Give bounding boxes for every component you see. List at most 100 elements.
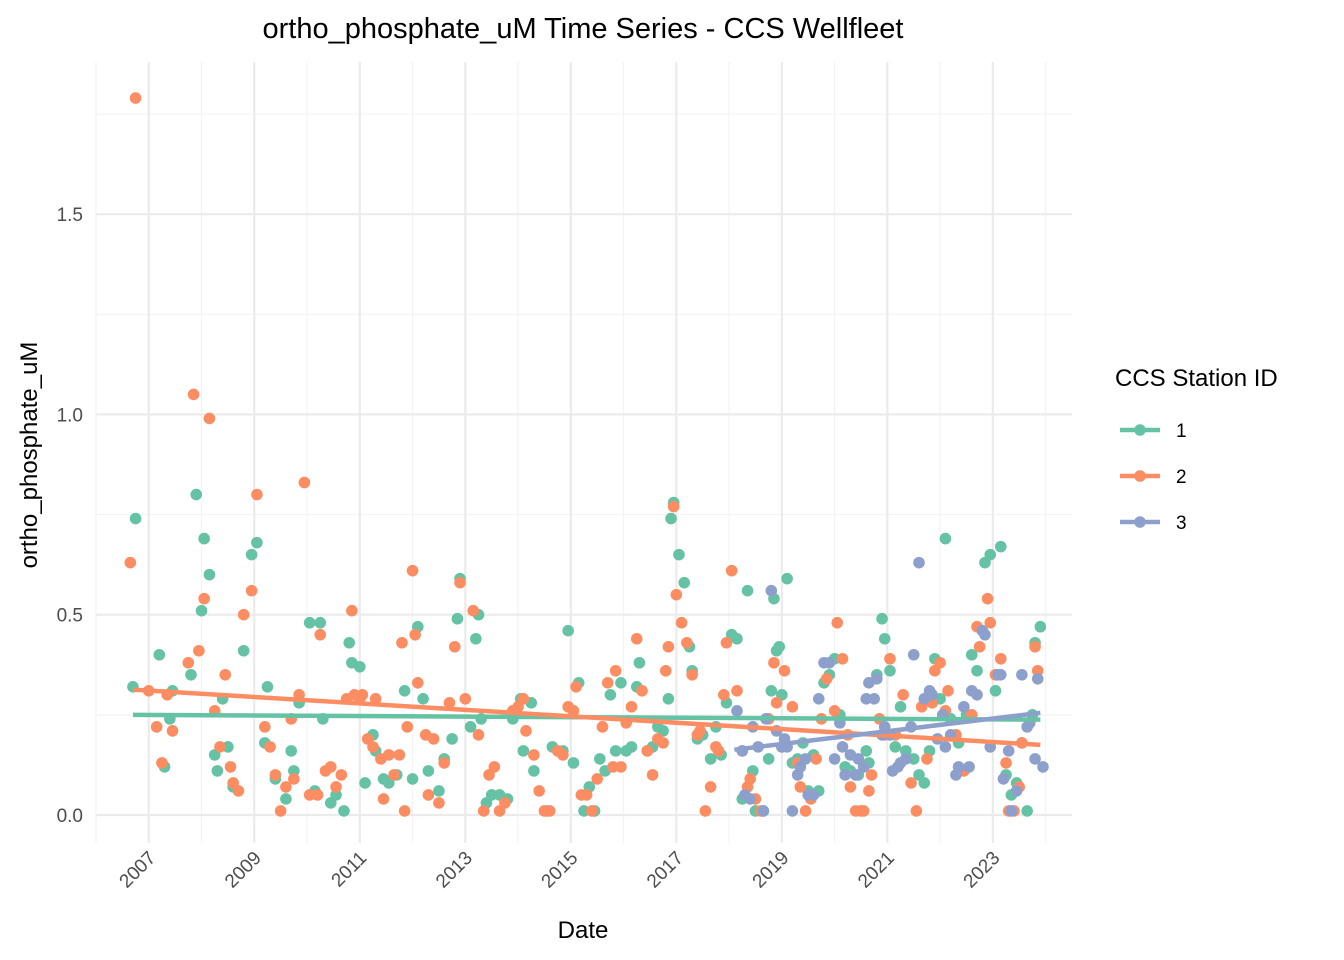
point-series-2 bbox=[448, 640, 461, 653]
point-series-1 bbox=[615, 676, 627, 689]
point-series-2 bbox=[214, 741, 226, 753]
point-series-2 bbox=[1000, 757, 1012, 769]
point-series-2 bbox=[820, 672, 833, 685]
point-series-1 bbox=[190, 488, 203, 501]
point-series-2 bbox=[942, 685, 954, 697]
point-series-3 bbox=[952, 761, 965, 773]
point-series-1 bbox=[417, 693, 429, 705]
point-series-1 bbox=[989, 685, 1002, 697]
point-series-2 bbox=[694, 725, 706, 737]
point-series-1 bbox=[285, 745, 298, 757]
y-tick-label: 1.0 bbox=[57, 405, 83, 426]
point-series-2 bbox=[744, 773, 756, 785]
point-series-1 bbox=[884, 664, 896, 677]
point-series-1 bbox=[781, 572, 793, 585]
point-series-2 bbox=[686, 668, 698, 681]
point-series-1 bbox=[528, 765, 540, 777]
point-series-2 bbox=[467, 604, 480, 617]
point-series-1 bbox=[303, 616, 316, 629]
point-series-2 bbox=[596, 721, 609, 733]
point-series-3 bbox=[979, 628, 991, 641]
point-series-2 bbox=[251, 488, 263, 501]
point-series-2 bbox=[396, 636, 408, 649]
point-series-2 bbox=[346, 604, 358, 617]
point-series-2 bbox=[601, 676, 614, 689]
point-series-1 bbox=[517, 745, 530, 757]
point-series-2 bbox=[269, 769, 282, 781]
point-series-1 bbox=[314, 616, 327, 629]
point-series-3 bbox=[757, 805, 770, 817]
point-series-1 bbox=[889, 741, 902, 753]
point-series-1 bbox=[971, 664, 983, 677]
point-series-3 bbox=[765, 584, 778, 597]
point-series-2 bbox=[884, 652, 896, 665]
point-series-2 bbox=[670, 588, 683, 601]
point-series-2 bbox=[543, 805, 556, 817]
point-series-1 bbox=[422, 765, 435, 777]
point-series-3 bbox=[799, 753, 812, 765]
x-tick-label: 2009 bbox=[221, 848, 266, 893]
x-axis-ticks: 2007 2009 2011 2013 2015 2017 2019 2021 2023 bbox=[116, 848, 1005, 893]
x-tick-label: 2015 bbox=[538, 848, 583, 893]
y-tick-label: 1.5 bbox=[57, 205, 83, 226]
point-series-2 bbox=[330, 781, 342, 793]
point-series-3 bbox=[786, 805, 799, 817]
point-series-2 bbox=[324, 761, 337, 773]
point-series-3 bbox=[926, 689, 938, 701]
point-series-1 bbox=[562, 624, 574, 637]
point-series-3 bbox=[839, 769, 851, 781]
point-series-1 bbox=[353, 660, 366, 673]
point-series-2 bbox=[609, 664, 622, 677]
point-series-1 bbox=[153, 648, 166, 661]
point-series-3 bbox=[994, 668, 1007, 681]
point-series-2 bbox=[198, 592, 210, 605]
point-series-2 bbox=[591, 773, 603, 785]
x-tick-label: 2023 bbox=[960, 848, 1005, 893]
point-series-2 bbox=[443, 697, 456, 709]
point-series-1 bbox=[1021, 805, 1033, 817]
point-series-2 bbox=[659, 664, 672, 677]
point-series-2 bbox=[156, 757, 168, 769]
point-series-1 bbox=[731, 632, 743, 645]
point-series-2 bbox=[187, 388, 200, 401]
trend-lines bbox=[132, 687, 1041, 752]
point-series-3 bbox=[939, 741, 952, 753]
point-series-2 bbox=[699, 805, 712, 817]
point-series-2 bbox=[129, 92, 142, 104]
point-series-3 bbox=[849, 769, 862, 781]
legend-key-point-1 bbox=[1134, 424, 1146, 436]
x-axis-title: Date bbox=[558, 917, 609, 944]
point-series-1 bbox=[185, 668, 197, 681]
point-series-3 bbox=[828, 753, 841, 765]
point-series-2 bbox=[725, 564, 738, 577]
point-series-2 bbox=[274, 805, 287, 817]
point-series-1 bbox=[678, 576, 691, 589]
point-series-3 bbox=[1002, 745, 1015, 757]
point-series-2 bbox=[356, 689, 369, 701]
point-series-2 bbox=[981, 592, 994, 605]
point-series-2 bbox=[897, 689, 909, 701]
point-series-2 bbox=[934, 656, 946, 669]
point-series-2 bbox=[667, 500, 680, 513]
point-series-3 bbox=[971, 689, 983, 701]
point-series-2 bbox=[438, 757, 450, 769]
point-series-1 bbox=[860, 745, 873, 757]
point-series-2 bbox=[794, 781, 807, 793]
point-series-2 bbox=[768, 656, 780, 669]
point-series-2 bbox=[718, 689, 730, 701]
point-series-3 bbox=[871, 672, 883, 685]
point-series-2 bbox=[237, 608, 250, 621]
point-series-3 bbox=[963, 761, 975, 773]
point-series-1 bbox=[939, 532, 952, 545]
point-series-3 bbox=[812, 693, 825, 705]
point-series-2 bbox=[910, 805, 923, 817]
point-series-3 bbox=[1005, 805, 1018, 817]
legend-key-point-3 bbox=[1134, 516, 1146, 528]
point-series-1 bbox=[704, 753, 717, 765]
x-tick-label: 2019 bbox=[749, 848, 794, 893]
x-tick-label: 2017 bbox=[643, 848, 688, 893]
point-series-3 bbox=[857, 761, 870, 773]
point-series-2 bbox=[499, 797, 511, 809]
point-series-3 bbox=[1016, 668, 1028, 681]
